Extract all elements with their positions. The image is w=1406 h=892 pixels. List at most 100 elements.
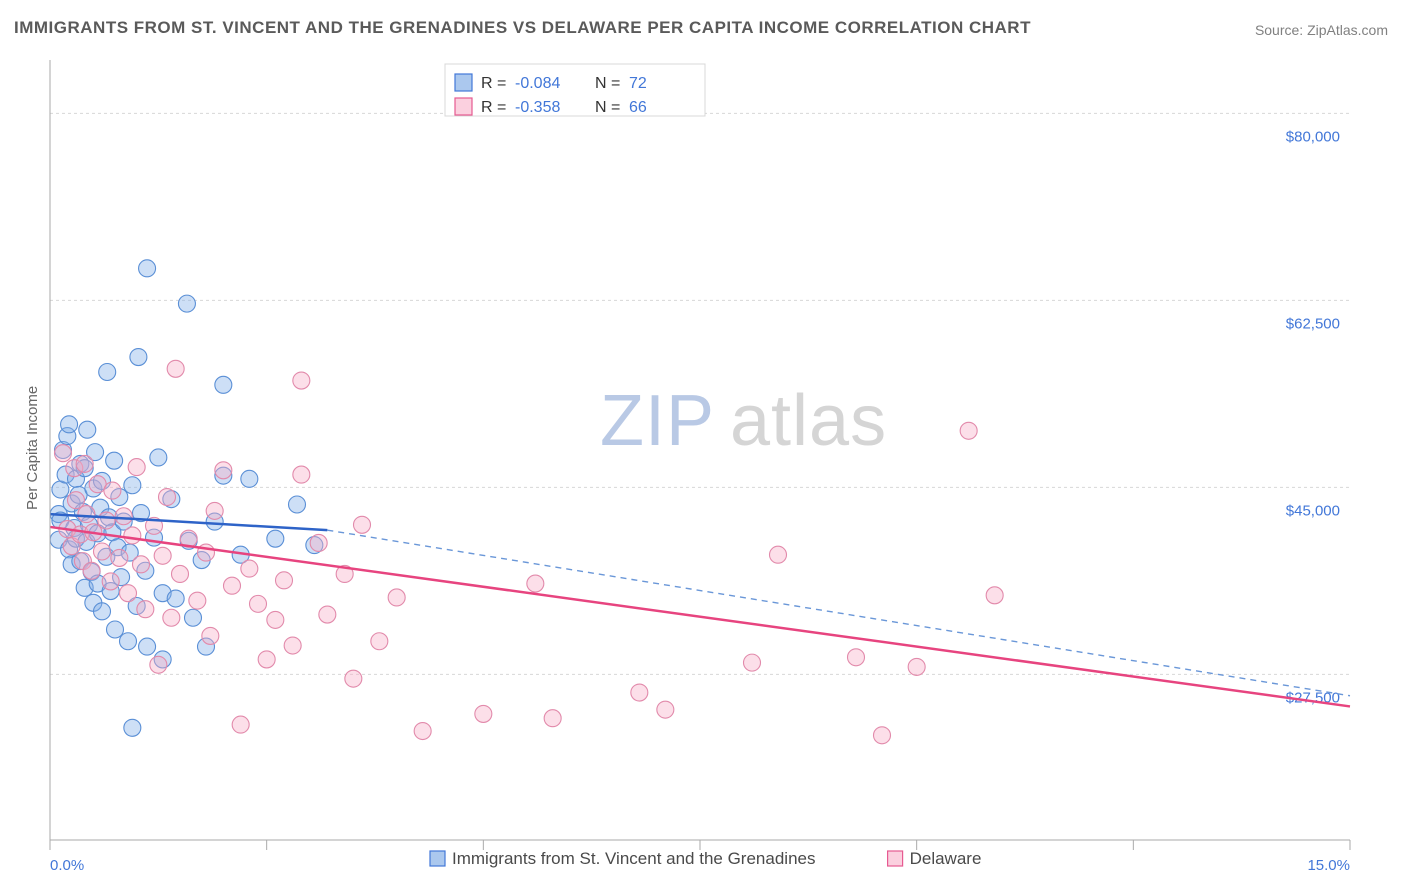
y-tick-label: $45,000 <box>1286 502 1340 519</box>
series-label: Immigrants from St. Vincent and the Gren… <box>452 849 815 868</box>
data-point <box>185 609 202 626</box>
legend-r-value: -0.358 <box>515 99 560 116</box>
data-point <box>124 477 141 494</box>
data-point <box>128 459 145 476</box>
legend-n-value: 66 <box>629 99 647 116</box>
data-point <box>986 587 1003 604</box>
data-point <box>99 364 116 381</box>
legend-n-label: N = <box>595 75 620 92</box>
data-point <box>163 609 180 626</box>
data-point <box>78 506 95 523</box>
data-point <box>250 595 267 612</box>
data-point <box>206 502 223 519</box>
legend-r-value: -0.084 <box>515 75 560 92</box>
data-point <box>107 621 124 638</box>
series-swatch <box>430 851 445 866</box>
data-point <box>267 611 284 628</box>
data-point <box>120 585 137 602</box>
data-point <box>631 684 648 701</box>
data-point <box>139 260 156 277</box>
data-point <box>130 349 147 366</box>
data-point <box>258 651 275 668</box>
data-point <box>167 360 184 377</box>
data-point <box>137 601 154 618</box>
y-tick-label: $62,500 <box>1286 315 1340 332</box>
data-point <box>61 416 78 433</box>
data-point <box>224 577 241 594</box>
data-point <box>79 421 96 438</box>
data-point <box>310 534 327 551</box>
y-axis-label: Per Capita Income <box>24 386 41 510</box>
data-point <box>908 658 925 675</box>
data-point <box>354 516 371 533</box>
data-point <box>111 549 128 566</box>
data-point <box>475 705 492 722</box>
data-point <box>167 590 184 607</box>
chart-container: IMMIGRANTS FROM ST. VINCENT AND THE GREN… <box>0 0 1406 892</box>
data-point <box>744 654 761 671</box>
data-point <box>371 633 388 650</box>
data-point <box>104 482 121 499</box>
data-point <box>319 606 336 623</box>
series-swatch <box>888 851 903 866</box>
data-point <box>189 592 206 609</box>
legend-swatch <box>455 98 472 115</box>
scatter-chart: $27,500$45,000$62,500$80,000ZIPatlas0.0%… <box>0 0 1406 892</box>
data-point <box>150 656 167 673</box>
data-point <box>154 547 171 564</box>
data-point <box>159 489 176 506</box>
data-point <box>215 462 232 479</box>
data-point <box>76 455 93 472</box>
trend-line-extension <box>327 530 1350 696</box>
data-point <box>960 422 977 439</box>
data-point <box>133 556 150 573</box>
data-point <box>115 508 132 525</box>
data-point <box>106 452 123 469</box>
data-point <box>770 546 787 563</box>
source-label: Source: ZipAtlas.com <box>1255 22 1388 38</box>
data-point <box>293 466 310 483</box>
data-point <box>276 572 293 589</box>
data-point <box>267 530 284 547</box>
data-point <box>172 565 189 582</box>
data-point <box>94 603 111 620</box>
data-point <box>124 527 141 544</box>
data-point <box>178 295 195 312</box>
data-point <box>293 372 310 389</box>
legend-r-label: R = <box>481 99 506 116</box>
data-point <box>527 575 544 592</box>
watermark: ZIP <box>600 381 715 461</box>
legend-swatch <box>455 74 472 91</box>
data-point <box>68 492 85 509</box>
data-point <box>124 719 141 736</box>
data-point <box>657 701 674 718</box>
data-point <box>241 470 258 487</box>
data-point <box>120 633 137 650</box>
watermark: atlas <box>730 381 887 461</box>
data-point <box>241 560 258 577</box>
data-point <box>345 670 362 687</box>
data-point <box>202 627 219 644</box>
data-point <box>94 543 111 560</box>
data-point <box>139 638 156 655</box>
data-point <box>848 649 865 666</box>
data-point <box>215 376 232 393</box>
x-min-label: 0.0% <box>50 857 84 874</box>
legend-n-label: N = <box>595 99 620 116</box>
data-point <box>284 637 301 654</box>
data-point <box>874 727 891 744</box>
data-point <box>388 589 405 606</box>
legend-n-value: 72 <box>629 75 647 92</box>
data-point <box>98 512 115 529</box>
legend-r-label: R = <box>481 75 506 92</box>
chart-title: IMMIGRANTS FROM ST. VINCENT AND THE GREN… <box>14 18 1031 38</box>
data-point <box>150 449 167 466</box>
data-point <box>55 445 72 462</box>
data-point <box>289 496 306 513</box>
series-label: Delaware <box>910 849 982 868</box>
y-tick-label: $80,000 <box>1286 128 1340 145</box>
data-point <box>544 710 561 727</box>
data-point <box>414 723 431 740</box>
trend-line <box>50 527 1350 707</box>
data-point <box>232 716 249 733</box>
